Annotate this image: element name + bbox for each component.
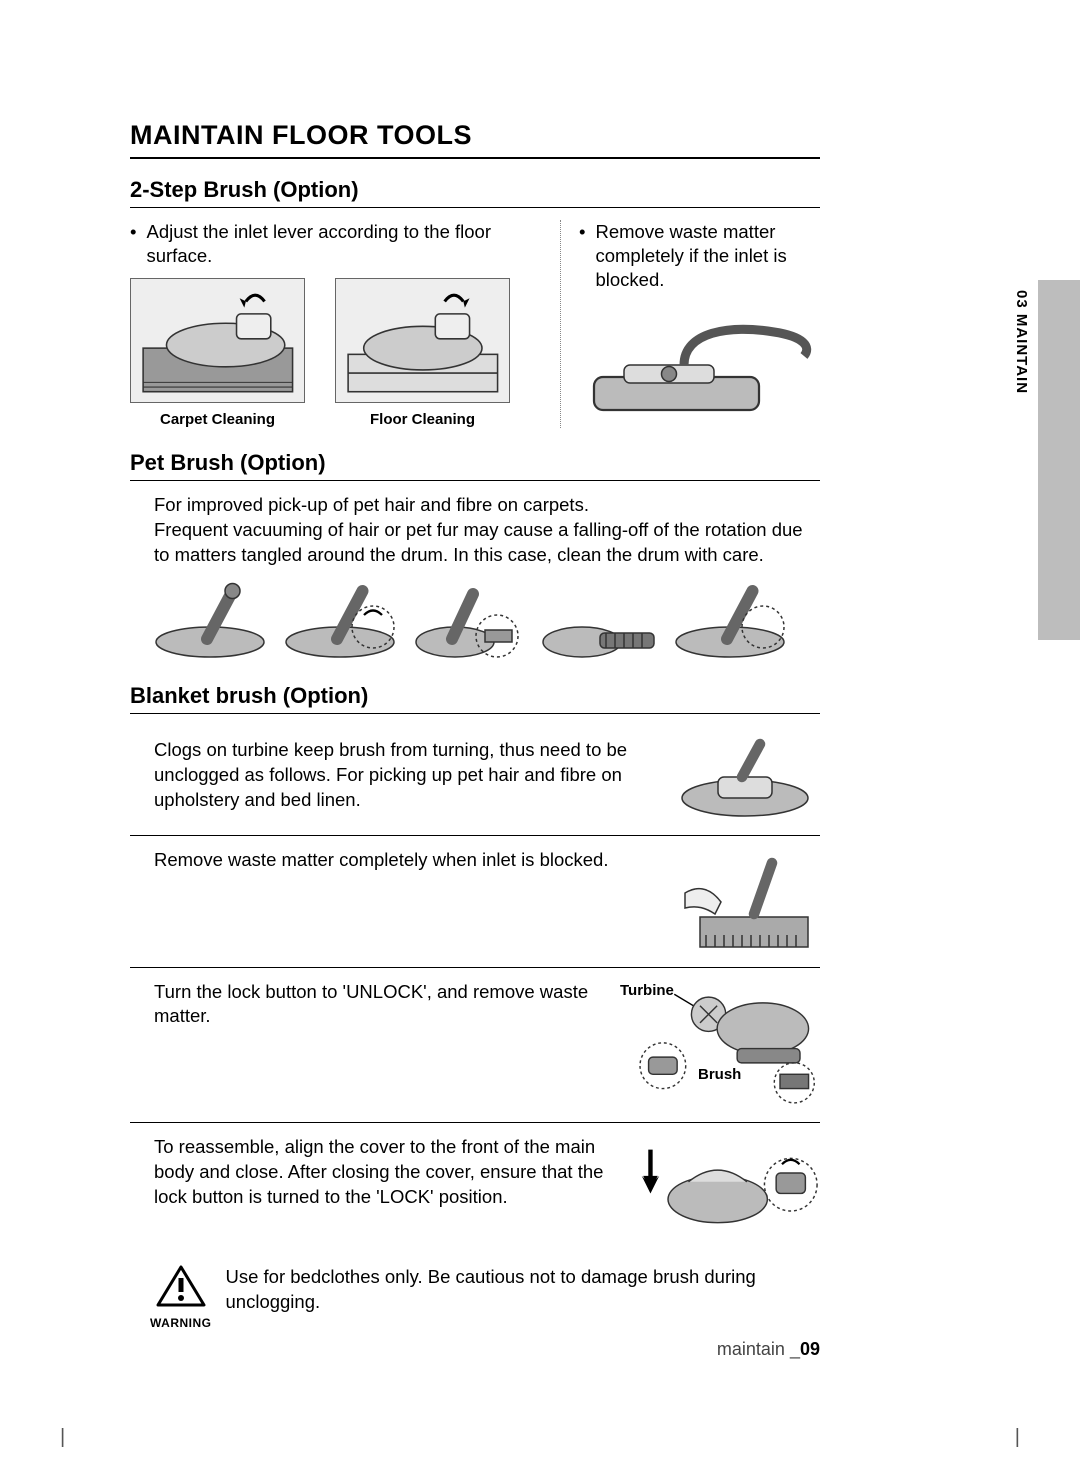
side-tab-gray	[1038, 280, 1080, 640]
pet-img-3	[410, 578, 530, 663]
section2-text: For improved pick-up of pet hair and fib…	[154, 493, 820, 568]
blanket-row4-image	[630, 1135, 820, 1237]
blanket-row-3: Turn the lock button to 'UNLOCK', and re…	[130, 968, 820, 1124]
blanket-row3-image: Turbine Brush	[620, 980, 820, 1109]
blanket-row2-text: Remove waste matter completely when inle…	[154, 848, 656, 953]
main-title: MAINTAIN FLOOR TOOLS	[130, 120, 820, 159]
pet-img-2	[280, 578, 400, 663]
bullet-text: Adjust the inlet lever according to the …	[146, 220, 540, 268]
section1-bullet-left: Adjust the inlet lever according to the …	[130, 220, 540, 268]
warning-text: Use for bedclothes only. Be cautious not…	[226, 1265, 821, 1315]
pet-brush-images	[150, 578, 820, 663]
turbine-label: Turbine	[620, 982, 674, 999]
carpet-caption: Carpet Cleaning	[130, 411, 305, 428]
crop-mark-left: |	[60, 1426, 65, 1449]
section1-title: 2-Step Brush (Option)	[130, 177, 820, 208]
footer-page: 09	[800, 1339, 820, 1359]
section3-title: Blanket brush (Option)	[130, 683, 820, 714]
pet-img-1	[150, 578, 270, 663]
blanket-row4-text: To reassemble, align the cover to the fr…	[154, 1135, 616, 1237]
inlet-blocked-image	[579, 302, 819, 422]
pet-img-4	[540, 578, 660, 663]
blanket-row-4: To reassemble, align the cover to the fr…	[130, 1123, 820, 1251]
warning-label: WARNING	[150, 1316, 212, 1330]
floor-caption: Floor Cleaning	[335, 411, 510, 428]
crop-mark-right: |	[1015, 1426, 1020, 1449]
manual-page: MAINTAIN FLOOR TOOLS 2-Step Brush (Optio…	[130, 120, 820, 1330]
blanket-row-2: Remove waste matter completely when inle…	[130, 836, 820, 968]
brush-label: Brush	[698, 1066, 741, 1083]
side-tab-label: 03 MAINTAIN	[1013, 290, 1030, 394]
warning-icon: WARNING	[150, 1265, 212, 1330]
blanket-row-1: Clogs on turbine keep brush from turning…	[130, 726, 820, 836]
section1-bullet-right: Remove waste matter completely if the in…	[579, 220, 820, 292]
blanket-row1-text: Clogs on turbine keep brush from turning…	[154, 738, 656, 821]
page-footer: maintain _09	[717, 1339, 820, 1360]
pet-img-5	[670, 578, 790, 663]
blanket-row3-text: Turn the lock button to 'UNLOCK', and re…	[154, 980, 606, 1109]
blanket-row1-image	[670, 738, 820, 821]
bullet-text: Remove waste matter completely if the in…	[595, 220, 820, 292]
warning-block: WARNING Use for bedclothes only. Be caut…	[150, 1265, 820, 1330]
section1-row: Adjust the inlet lever according to the …	[130, 220, 820, 428]
footer-section: maintain _	[717, 1339, 800, 1359]
floor-cleaning-image	[335, 278, 510, 403]
blanket-row2-image	[670, 848, 820, 953]
carpet-cleaning-image	[130, 278, 305, 403]
section2-title: Pet Brush (Option)	[130, 450, 820, 481]
